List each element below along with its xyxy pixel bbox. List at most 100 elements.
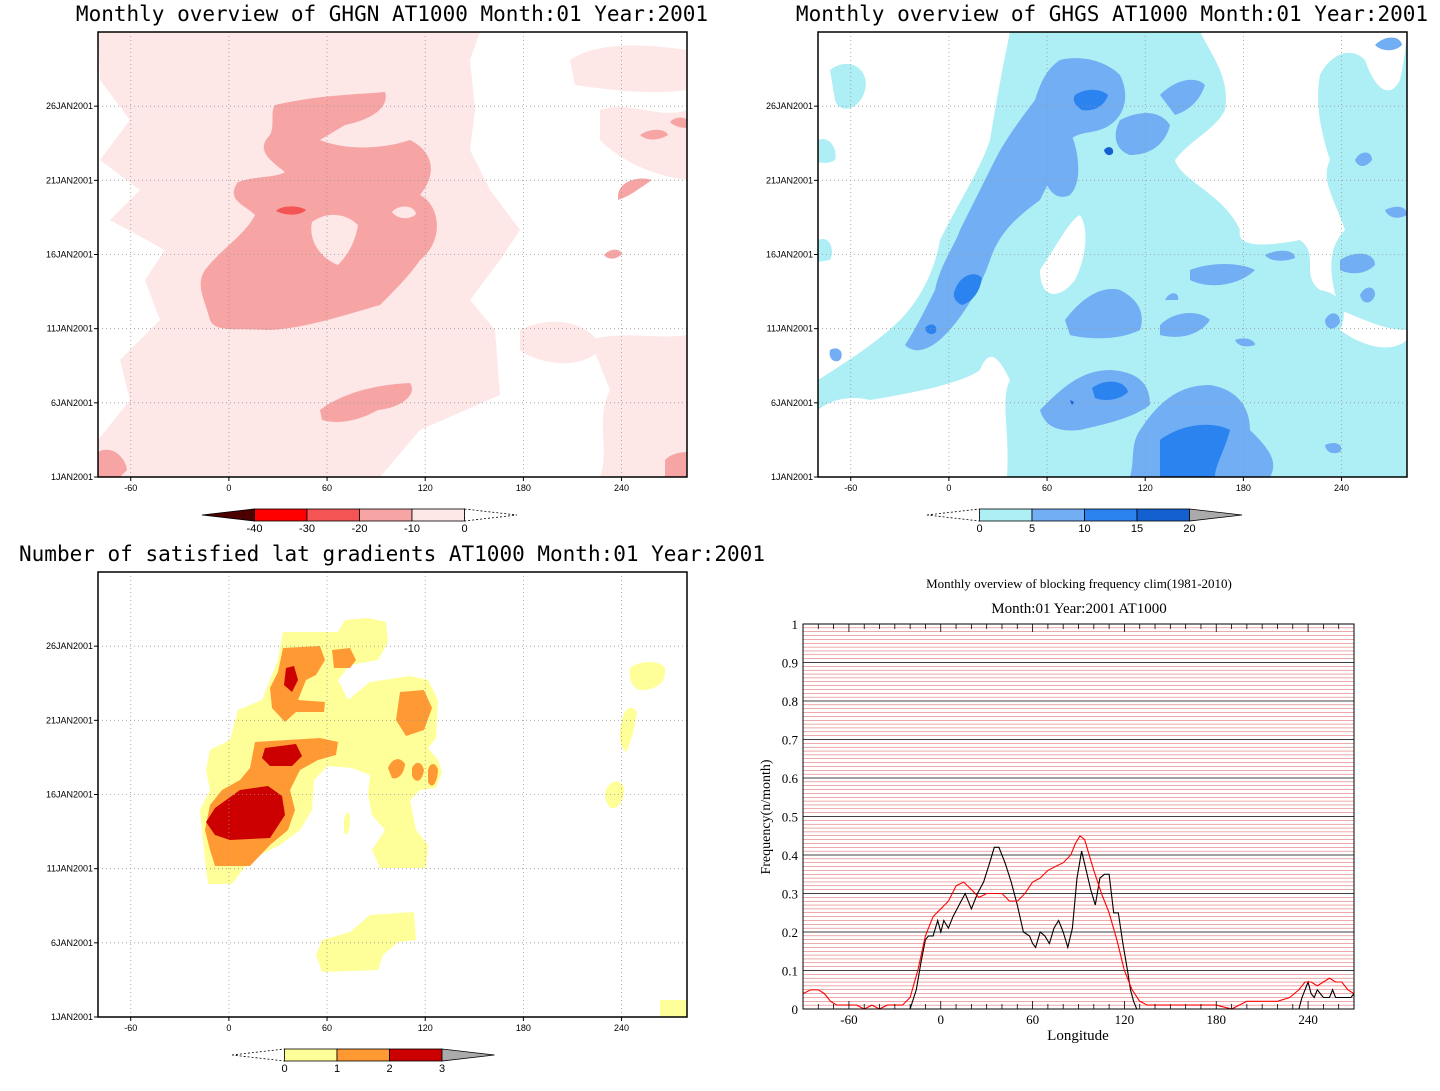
colorbar-open-end xyxy=(926,508,980,522)
ghgn-region-light xyxy=(570,45,687,93)
ghgs-region-bright xyxy=(1073,89,1108,111)
ghgn-region-white xyxy=(311,214,358,265)
y-tick-label: 0.8 xyxy=(782,694,798,709)
ghgn-region-white xyxy=(392,206,416,219)
grad-region-red xyxy=(284,666,298,692)
ghgn-region-medium xyxy=(98,449,127,477)
ghgn-region-light xyxy=(520,321,600,364)
x-tick-label: -60 xyxy=(844,483,857,493)
grad-region-yellow xyxy=(660,1000,687,1017)
colorbar-segment xyxy=(441,1048,495,1062)
colorbar-label: 0 xyxy=(461,523,467,535)
grad-region-orange xyxy=(388,759,405,779)
series-line xyxy=(803,846,1355,1010)
ghgs-region-light xyxy=(1210,208,1232,223)
grad-region-orange xyxy=(396,690,432,736)
ghgs-title: Monthly overview of GHGS AT1000 Month:01… xyxy=(796,2,1428,26)
freq-panel: Monthly overview of blocking frequency c… xyxy=(759,576,1355,1044)
colorbar-segment xyxy=(336,1048,390,1062)
x-tick-label: 120 xyxy=(1115,1012,1135,1027)
ghgs-region-medium xyxy=(1235,338,1255,347)
freq-xlabel: Longitude xyxy=(1047,1028,1109,1044)
y-tick-label: 16JAN2001 xyxy=(46,790,93,800)
ghgs-region-medium xyxy=(905,58,1126,351)
grad-region-red xyxy=(262,744,302,766)
ghgn-region-light xyxy=(590,335,687,477)
y-tick-label: 0.2 xyxy=(782,925,798,940)
ghgs-region-bright xyxy=(953,274,982,305)
y-tick-label: 0.1 xyxy=(782,964,798,979)
freq-gridlines xyxy=(803,627,1354,1006)
ghgn-region-light xyxy=(600,107,687,180)
x-tick-label: 240 xyxy=(1298,1012,1318,1027)
colorbar-segment xyxy=(411,508,465,522)
x-tick-label: 240 xyxy=(614,483,629,493)
ghgn-region-medium xyxy=(618,178,652,200)
colorbar-label: -40 xyxy=(247,523,263,535)
grad-region-yellow xyxy=(629,662,666,690)
colorbar-segment xyxy=(1189,508,1243,522)
x-tick-label: 60 xyxy=(1026,1012,1039,1027)
ghgn-region-medium xyxy=(604,249,622,259)
y-tick-label: 0.6 xyxy=(782,771,799,786)
ghgs-region-medium xyxy=(1325,442,1342,454)
y-tick-label: 6JAN2001 xyxy=(51,938,93,948)
grad-contours xyxy=(200,618,687,1017)
y-tick-label: 11JAN2001 xyxy=(47,864,93,874)
ghgn-region-medium xyxy=(320,383,412,422)
colorbar-segment xyxy=(1031,508,1085,522)
y-tick-label: 11JAN2001 xyxy=(47,324,93,334)
ghgs-region-light xyxy=(1318,32,1407,330)
x-tick-label: 0 xyxy=(938,1012,945,1027)
y-tick-label: 6JAN2001 xyxy=(771,398,813,408)
y-tick-label: 16JAN2001 xyxy=(766,250,813,260)
grad-region-orange xyxy=(270,646,325,722)
colorbar-segment xyxy=(1136,508,1190,522)
colorbar-segment xyxy=(254,508,308,522)
ghgn-region-medium xyxy=(670,117,687,128)
x-tick-label: 180 xyxy=(1236,483,1251,493)
ghgs-panel: Monthly overview of GHGS AT1000 Month:01… xyxy=(766,2,1428,535)
y-tick-label: 1JAN2001 xyxy=(771,472,813,482)
series-line xyxy=(802,834,1355,1010)
ghgn-contours xyxy=(98,32,687,477)
grad-region-red xyxy=(206,786,285,840)
colorbar-segment xyxy=(979,508,1033,522)
colorbar-label: 0 xyxy=(976,523,982,535)
grad-title: Number of satisfied lat gradients AT1000… xyxy=(19,542,765,566)
y-tick-label: 26JAN2001 xyxy=(46,101,93,111)
ghgs-region-bright xyxy=(925,324,937,335)
ghgn-region-medium xyxy=(665,452,687,477)
ghgn-colorbar: -40 -30 -20 -10 0 xyxy=(201,508,518,535)
y-tick-label: 21JAN2001 xyxy=(46,175,93,185)
ghgs-region-medium xyxy=(1325,313,1340,329)
colorbar-label: -10 xyxy=(404,523,420,535)
ghgs-region-light xyxy=(818,239,832,262)
y-tick-label: 21JAN2001 xyxy=(46,715,93,725)
y-tick-label: 26JAN2001 xyxy=(46,641,93,651)
colorbar-label: 5 xyxy=(1029,523,1035,535)
x-tick-label: 180 xyxy=(516,483,531,493)
colorbar-label: -20 xyxy=(352,523,368,535)
ghgs-region-medium xyxy=(1375,37,1402,51)
y-tick-label: 11JAN2001 xyxy=(767,324,813,334)
ghgs-region-medium xyxy=(1190,264,1255,286)
ghgs-region-medium xyxy=(1115,113,1170,155)
y-tick-label: 26JAN2001 xyxy=(766,101,813,111)
x-tick-label: 0 xyxy=(226,1023,231,1033)
ghgs-region-medium xyxy=(1165,293,1179,300)
colorbar-label: 10 xyxy=(1078,523,1090,535)
x-tick-label: 60 xyxy=(322,1023,332,1033)
x-tick-label: 180 xyxy=(1207,1012,1227,1027)
colorbar-segment xyxy=(359,508,413,522)
y-tick-label: 0.7 xyxy=(782,733,799,748)
colorbar-segment xyxy=(1084,508,1138,522)
ghgs-region-medium xyxy=(1360,287,1375,303)
colorbar-segment xyxy=(284,1048,338,1062)
y-tick-label: 16JAN2001 xyxy=(46,250,93,260)
ghgn-region-medium xyxy=(640,129,668,140)
y-tick-label: 0.5 xyxy=(782,810,798,825)
x-tick-label: 0 xyxy=(946,483,951,493)
x-tick-label: -60 xyxy=(124,483,137,493)
y-tick-label: 0 xyxy=(792,1002,799,1017)
